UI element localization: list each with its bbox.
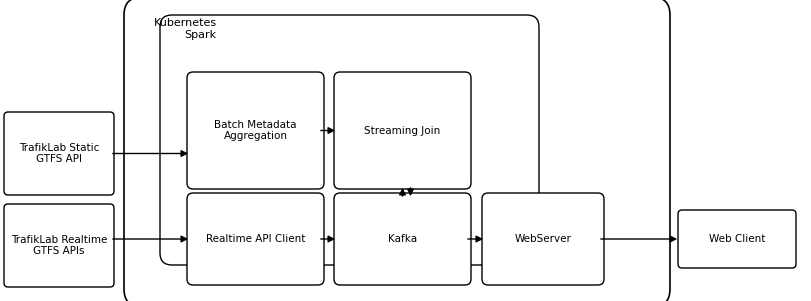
Text: WebServer: WebServer xyxy=(514,234,572,244)
Text: Realtime API Client: Realtime API Client xyxy=(206,234,305,244)
FancyBboxPatch shape xyxy=(334,193,471,285)
FancyBboxPatch shape xyxy=(187,72,324,189)
Text: Spark: Spark xyxy=(184,30,216,40)
FancyBboxPatch shape xyxy=(187,193,324,285)
FancyBboxPatch shape xyxy=(334,72,471,189)
FancyBboxPatch shape xyxy=(678,210,796,268)
Text: Web Client: Web Client xyxy=(709,234,766,244)
FancyBboxPatch shape xyxy=(4,112,114,195)
Text: Batch Metadata
Aggregation: Batch Metadata Aggregation xyxy=(214,120,297,141)
Text: Streaming Join: Streaming Join xyxy=(364,126,440,135)
FancyBboxPatch shape xyxy=(160,15,539,265)
FancyBboxPatch shape xyxy=(124,0,670,301)
Text: TrafikLab Static
GTFS API: TrafikLab Static GTFS API xyxy=(19,143,99,164)
FancyBboxPatch shape xyxy=(4,204,114,287)
Text: Kafka: Kafka xyxy=(388,234,417,244)
Text: TrafikLab Realtime
GTFS APIs: TrafikLab Realtime GTFS APIs xyxy=(11,235,107,256)
Text: Kubernetes: Kubernetes xyxy=(154,18,217,28)
FancyBboxPatch shape xyxy=(482,193,604,285)
